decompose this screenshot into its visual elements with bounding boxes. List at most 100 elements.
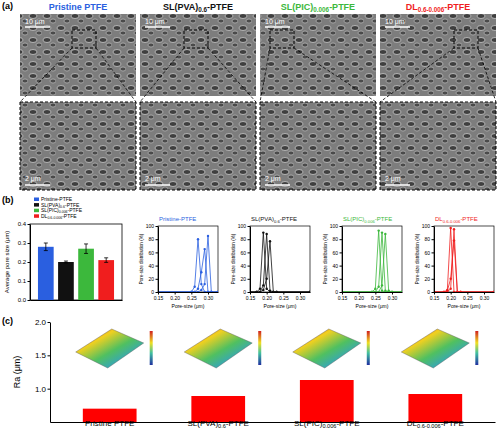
error-bar (44, 243, 48, 251)
sem-image-zoom (260, 102, 376, 190)
tick: 40 (332, 263, 342, 269)
tick-mark (156, 292, 159, 293)
marker (309, 291, 310, 292)
marker (275, 291, 277, 292)
marker (207, 291, 209, 292)
image-title: Pristine PTFE (49, 2, 108, 12)
text-part: 0.006 (364, 219, 375, 224)
error-cap (44, 250, 48, 251)
surface-colorbar (367, 331, 370, 365)
tick-label: 60 (424, 250, 430, 256)
marker (443, 291, 445, 292)
plot-frame (158, 226, 218, 292)
error-cap (64, 262, 68, 263)
marker (453, 291, 455, 292)
text-part: -PTFE (329, 2, 355, 12)
tick: 80 (424, 236, 434, 242)
axis-line (434, 227, 435, 293)
tick-label: 20 (424, 276, 430, 282)
tick-label: 60 (240, 250, 246, 256)
tick: 0.20 (446, 292, 456, 301)
tick-mark (48, 322, 51, 323)
scale-bar (265, 184, 290, 186)
sem-image-zoom (140, 102, 256, 190)
axis: 020406080100 (146, 223, 159, 295)
marker (401, 291, 402, 292)
image-title: SL(PIC)0.006-PTFE (281, 2, 355, 13)
tick: 0.30 (296, 292, 306, 301)
text-part: DL (406, 2, 418, 12)
marker (255, 291, 257, 292)
marker (203, 283, 205, 285)
panel-label: (c) (2, 316, 13, 326)
axis: 0.150.200.250.30 (246, 292, 311, 301)
tick-label: 0.30 (480, 295, 490, 301)
text-part: -PTFE (375, 216, 392, 222)
tick-mark (340, 266, 343, 267)
scale-bar (385, 26, 410, 28)
marker (259, 291, 261, 292)
tick-label: 0.30 (204, 295, 214, 301)
sem-image (380, 14, 496, 96)
tick-mark (248, 279, 251, 280)
tick-label: Pristine PTFE (85, 419, 134, 428)
scale-bar-label: 10 μm (25, 18, 45, 26)
tick-label: 40 (240, 263, 246, 269)
chart-title: SL(PIC)0.006-PTFE (343, 216, 392, 224)
line (434, 229, 494, 292)
tick-label: 60 (148, 250, 154, 256)
scale-bar (265, 26, 290, 28)
surface-image (401, 329, 469, 368)
tick-label: 0.20 (446, 295, 456, 301)
marker (262, 231, 264, 233)
tick-mark (248, 252, 251, 253)
marker (371, 291, 373, 292)
marker (275, 291, 277, 292)
sem-image (260, 14, 376, 96)
zoom-box (184, 30, 208, 48)
marker (459, 291, 461, 292)
tick-label: 0.15 (246, 295, 256, 301)
marker (377, 291, 379, 292)
text-part: Pristine PTFE (49, 2, 108, 12)
tick: 0.30 (204, 292, 214, 301)
tick-label: 0.30 (296, 295, 306, 301)
scale-bar (385, 184, 410, 186)
marker (272, 291, 274, 292)
plot-frame (342, 226, 402, 292)
marker (275, 291, 277, 292)
marker (203, 291, 205, 292)
bar (58, 262, 74, 300)
tick-label: 40 (148, 263, 154, 269)
tick: 0.2 (18, 259, 30, 265)
tick: 20 (332, 276, 342, 282)
axis: 0.150.200.250.30 (430, 292, 495, 301)
axis: 020406080100 (330, 223, 343, 295)
marker (197, 288, 199, 290)
surface-image (293, 329, 361, 368)
axis-title: Pore-size (μm) (356, 303, 389, 309)
marker (309, 291, 310, 292)
zoom-box (72, 30, 96, 48)
tick-label: 40 (332, 263, 338, 269)
tick-mark (432, 239, 435, 240)
line (250, 241, 310, 292)
tick-label: 20 (148, 276, 154, 282)
plot-frame (30, 224, 122, 300)
marker (207, 235, 209, 237)
tick: 0.15 (246, 292, 256, 301)
marker (309, 291, 310, 292)
lines (434, 227, 494, 292)
tick-label: 80 (332, 236, 338, 242)
zoom-line (96, 48, 136, 102)
scale-bar-label: 2 μm (25, 175, 41, 183)
tick: SL(PIC)0.006-PTFE (294, 419, 360, 429)
marker (459, 291, 461, 292)
surface-colorbar (475, 331, 478, 365)
tick: 1.5 (35, 351, 50, 360)
image-title: SL(PVA)0.6-PTFE (163, 2, 233, 13)
marker (217, 291, 218, 292)
marker (446, 289, 448, 291)
tick-mark (156, 252, 159, 253)
tick-mark (340, 279, 343, 280)
